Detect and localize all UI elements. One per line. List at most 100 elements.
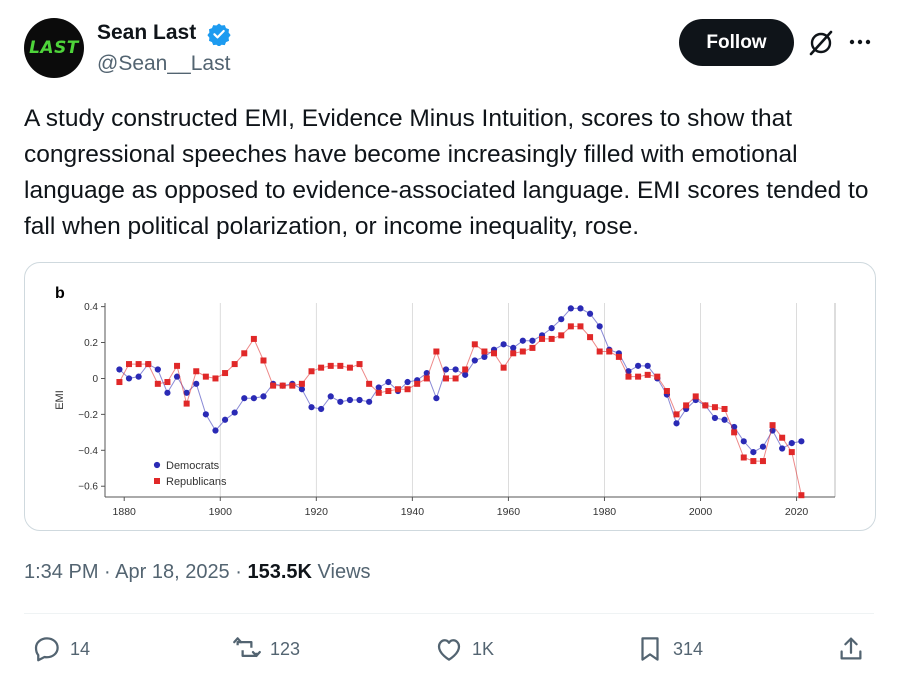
point-republicans-2003: [711, 404, 718, 411]
views-count: 153.5K: [247, 561, 312, 583]
point-democrats-1879: [116, 366, 123, 373]
y-tick-label-2: 0: [92, 374, 98, 385]
point-democrats-1989: [644, 362, 651, 369]
point-republicans-1959: [500, 364, 507, 371]
point-republicans-1921: [318, 364, 325, 371]
point-republicans-1923: [327, 362, 334, 369]
point-democrats-2011: [750, 448, 757, 456]
point-democrats-2019: [788, 440, 795, 447]
point-republicans-1927: [346, 364, 353, 371]
point-democrats-1969: [548, 325, 555, 332]
share-button[interactable]: [836, 634, 866, 664]
point-republicans-1947: [442, 375, 449, 382]
point-republicans-1965: [529, 344, 536, 351]
avatar[interactable]: LAST: [24, 18, 84, 78]
point-democrats-1933: [375, 384, 382, 391]
bookmark-count: 314: [673, 638, 704, 659]
point-democrats-1883: [135, 373, 142, 380]
like-icon: [437, 639, 461, 661]
point-republicans-1881: [126, 361, 133, 368]
panel-label: b: [55, 285, 65, 302]
point-democrats-1987: [634, 362, 642, 369]
reply-count: 14: [70, 638, 91, 659]
point-democrats-1903: [231, 409, 238, 416]
point-democrats-1931: [366, 398, 373, 405]
point-republicans-1983: [615, 353, 622, 360]
point-republicans-1891: [174, 362, 181, 369]
point-republicans-2005: [721, 405, 728, 412]
point-republicans-1975: [577, 323, 584, 330]
bookmark-button[interactable]: 314: [635, 634, 703, 664]
legend-label-republicans: Republicans: [166, 476, 227, 488]
emi-chart: b 0.4 0.2 0 −0.2 −0.4 −0.6 1880 1900 1920 1940 1960…: [54, 285, 836, 518]
point-republicans-1991: [654, 373, 661, 380]
point-democrats-1919: [308, 404, 315, 411]
point-republicans-1967: [539, 335, 546, 342]
point-republicans-1919: [308, 368, 315, 375]
y-axis-label: EMI: [54, 390, 66, 410]
point-republicans-2007: [731, 429, 738, 436]
point-democrats-1953: [471, 357, 478, 364]
point-republicans-1981: [606, 348, 613, 355]
point-democrats-1995: [673, 420, 680, 427]
point-republicans-1977: [587, 334, 594, 341]
point-republicans-2009: [740, 454, 747, 461]
point-republicans-2019: [788, 449, 795, 456]
x-tick-label-4: 1960: [497, 506, 521, 518]
series-line-republicans: [118, 325, 802, 496]
point-republicans-1897: [202, 373, 209, 380]
point-democrats-2009: [740, 438, 747, 445]
point-republicans-1985: [625, 373, 632, 380]
retweet-button[interactable]: 123: [232, 634, 300, 664]
y-tick-label-5: −0.6: [78, 482, 98, 493]
grok-icon[interactable]: [806, 28, 836, 58]
point-democrats-2003: [711, 414, 719, 422]
point-democrats-2021: [798, 438, 805, 445]
point-democrats-1973: [567, 305, 574, 312]
point-democrats-1901: [221, 416, 229, 423]
x-tick-label-2: 1920: [305, 506, 329, 518]
x-tick-label-5: 1980: [593, 506, 617, 518]
point-republicans-1961: [510, 350, 517, 357]
views-label: Views: [311, 561, 371, 583]
x-tick-label-1: 1900: [209, 506, 233, 518]
follow-button[interactable]: Follow: [679, 19, 794, 66]
point-republicans-1917: [298, 380, 305, 387]
point-republicans-1879: [116, 379, 123, 386]
point-republicans-1901: [222, 370, 229, 377]
legend-label-democrats: Democrats: [166, 460, 220, 472]
tweet-media-chart[interactable]: b 0.4 0.2 0 −0.2 −0.4 −0.6 1880 1900 1920 1940 1960…: [24, 262, 876, 531]
point-democrats-1935: [385, 378, 392, 386]
author-handle[interactable]: @Sean__Last: [97, 52, 231, 75]
point-democrats-1899: [212, 427, 219, 434]
point-democrats-1945: [433, 395, 440, 402]
point-republicans-1963: [519, 348, 526, 355]
y-tick-label-1: 0.2: [84, 338, 98, 349]
point-democrats-2017: [779, 445, 786, 452]
point-democrats-1925: [337, 398, 344, 405]
point-republicans-2017: [779, 434, 786, 441]
point-republicans-1949: [452, 375, 459, 382]
divider: [24, 613, 874, 614]
point-republicans-1951: [462, 366, 469, 373]
point-democrats-1909: [260, 393, 267, 400]
more-icon[interactable]: [846, 28, 874, 56]
point-democrats-1961: [510, 344, 517, 352]
reply-button[interactable]: 14: [32, 634, 90, 664]
point-republicans-2001: [702, 402, 709, 409]
avatar-logo-text: LAST: [29, 38, 79, 58]
point-democrats-1921: [318, 405, 325, 413]
point-democrats-1979: [596, 323, 603, 330]
x-tick-label-0: 1880: [113, 506, 137, 518]
x-tick-label-6: 2000: [689, 506, 713, 518]
point-democrats-1897: [202, 411, 209, 418]
like-button[interactable]: 1K: [434, 634, 494, 664]
point-democrats-1893: [183, 389, 190, 396]
point-republicans-1913: [279, 382, 286, 389]
point-democrats-1949: [452, 366, 459, 373]
point-republicans-1889: [164, 379, 171, 386]
point-republicans-1987: [635, 373, 642, 380]
point-democrats-2005: [721, 416, 728, 423]
timestamp[interactable]: 1:34 PM · Apr 18, 2025 ·: [24, 561, 248, 583]
author-name[interactable]: Sean Last: [97, 21, 197, 44]
